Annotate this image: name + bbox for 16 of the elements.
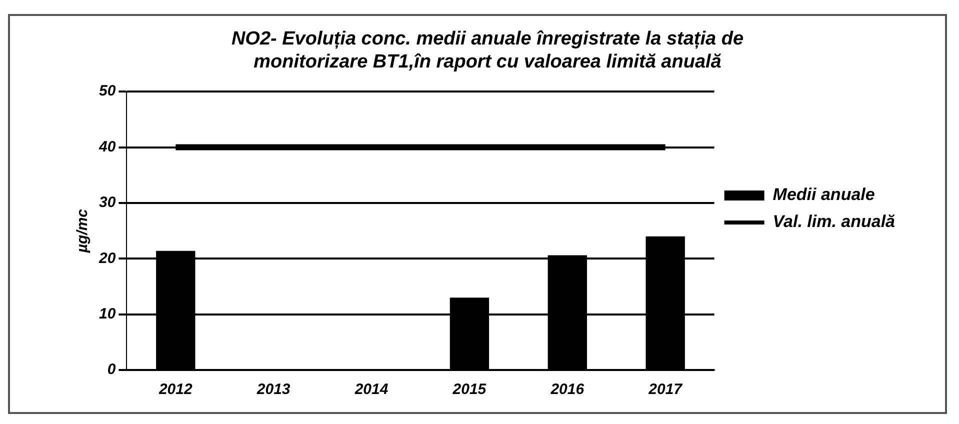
x-tick-label: 2016 [550, 381, 585, 398]
x-tick-label: 2012 [158, 381, 193, 398]
legend-label: Medii anuale [772, 185, 875, 204]
y-tick-label: 0 [107, 361, 116, 378]
y-tick-label: 50 [98, 82, 116, 100]
y-tick-label: 40 [98, 138, 116, 156]
y-tick-label: 30 [98, 194, 116, 212]
x-tick-label: 2013 [256, 381, 291, 398]
x-tick-label: 2015 [452, 381, 487, 398]
x-tick-label: 2014 [354, 381, 389, 398]
y-tick-label: 20 [98, 250, 116, 267]
y-axis-title: µg/mc [74, 208, 92, 254]
chart-title: NO2- Evoluția conc. medii anuale înregistrate la stația de monitorizare BT1,în raport cu valoarea limită anuală [231, 28, 744, 72]
legend-label: Val. lim. anuală [772, 212, 896, 232]
x-tick-label: 2017 [648, 381, 683, 398]
y-tick-label: 10 [98, 305, 116, 322]
